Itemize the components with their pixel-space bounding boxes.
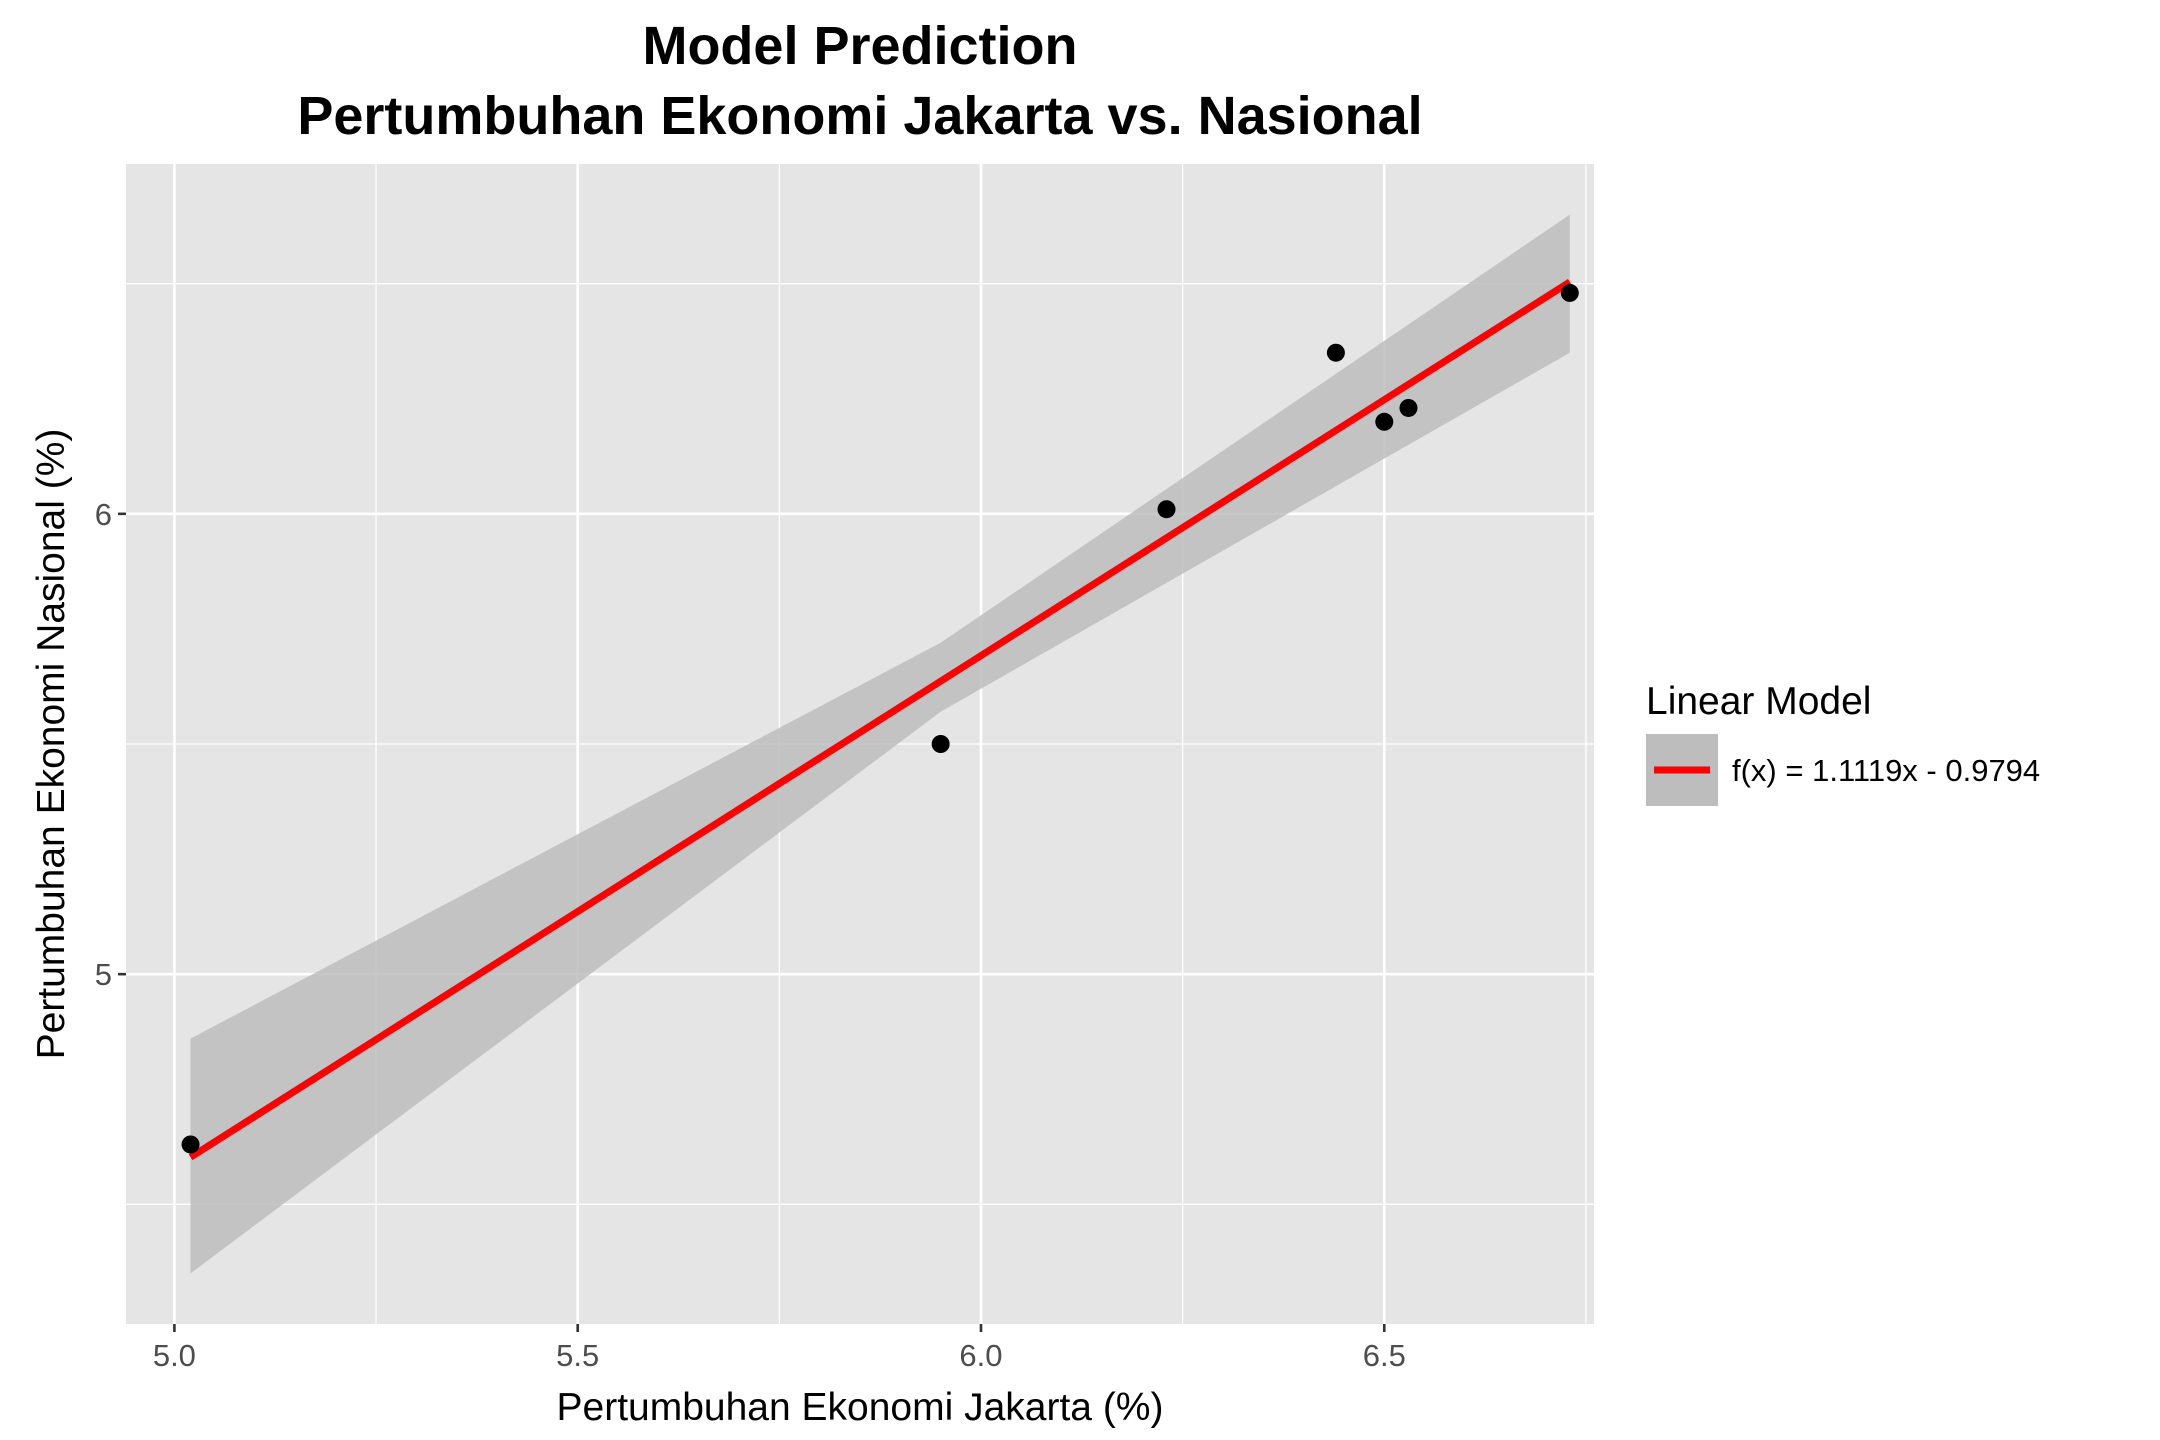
confidence-band <box>190 214 1570 1274</box>
x-tick-label: 5.5 <box>556 1338 599 1373</box>
x-tick-label: 6.0 <box>959 1338 1002 1373</box>
data-point <box>1560 283 1579 302</box>
data-point <box>1326 343 1345 362</box>
chart-title-line-1: Model Prediction <box>642 16 1077 76</box>
data-point <box>1375 412 1394 431</box>
y-axis: 56 <box>95 497 126 992</box>
chart-title-line-2: Pertumbuhan Ekonomi Jakarta vs. Nasional <box>297 86 1422 146</box>
x-axis-label: Pertumbuhan Ekonomi Jakarta (%) <box>557 1386 1164 1429</box>
data-point <box>931 735 950 753</box>
data-point <box>1399 398 1418 417</box>
fit-line-layer <box>188 279 1572 1161</box>
x-axis: 5.0 5.5 6.0 6.5 <box>153 1324 1406 1373</box>
confidence-band-layer <box>190 214 1570 1274</box>
y-axis-label: Pertumbuhan Ekonomi Nasional (%) <box>30 429 73 1060</box>
y-tick-label: 5 <box>95 957 112 992</box>
fit-line <box>188 279 1572 1161</box>
points-layer <box>181 283 1579 1154</box>
data-point <box>1157 500 1176 519</box>
data-point <box>181 1135 200 1154</box>
x-tick-label: 6.5 <box>1363 1338 1406 1373</box>
legend-label: f(x) = 1.1119x - 0.9794 <box>1732 753 2040 788</box>
chart-title: Model Prediction Pertumbuhan Ekonomi Jak… <box>297 16 1422 146</box>
x-tick-label: 5.0 <box>153 1338 196 1373</box>
y-tick-label: 6 <box>95 497 112 532</box>
legend: Linear Model f(x) = 1.1119x - 0.9794 <box>1646 680 2040 806</box>
legend-title: Linear Model <box>1646 680 1871 723</box>
